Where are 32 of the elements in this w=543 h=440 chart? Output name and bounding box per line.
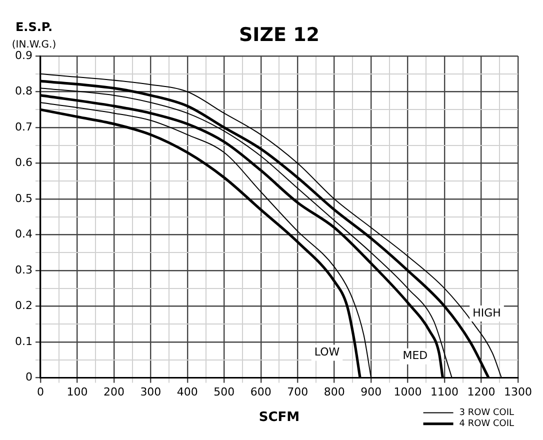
x-tick-label: 200 bbox=[103, 385, 124, 398]
y-tick-label: 0 bbox=[25, 370, 32, 384]
x-tick-label: 1100 bbox=[430, 385, 459, 398]
x-tick-label: 700 bbox=[287, 385, 308, 398]
x-tick-label: 600 bbox=[250, 385, 272, 398]
y-tick-label: 0.9 bbox=[14, 48, 32, 62]
legend-label: 4 ROW COIL bbox=[459, 419, 514, 430]
annotation: LOW bbox=[314, 346, 340, 359]
y-tick-label: 0.4 bbox=[14, 228, 32, 241]
y-tick-label: 0.3 bbox=[14, 263, 32, 276]
x-axis-title: SCFM bbox=[258, 410, 300, 426]
x-tick-label: 400 bbox=[176, 385, 198, 398]
x-tick-label: 0 bbox=[36, 385, 44, 398]
chart-title: SIZE 12 bbox=[238, 24, 320, 46]
y-tick-label: 0.5 bbox=[14, 192, 32, 205]
x-tick-label: 500 bbox=[214, 385, 235, 398]
x-tick-label: 800 bbox=[324, 385, 345, 398]
x-tick-label: 300 bbox=[140, 385, 162, 398]
annotation: HIGH bbox=[472, 306, 501, 320]
y-tick-label: 0.2 bbox=[14, 299, 32, 312]
y-tick-label: 0.1 bbox=[14, 334, 32, 348]
x-tick-label: 900 bbox=[360, 385, 382, 398]
annotation: MED bbox=[402, 349, 428, 362]
y-tick-label: 0.6 bbox=[14, 156, 32, 170]
x-tick-label: 1200 bbox=[467, 385, 496, 398]
x-tick-label: 1300 bbox=[504, 385, 532, 398]
legend-label: 3 ROW COIL bbox=[459, 408, 514, 418]
y-tick-label: 0.7 bbox=[14, 120, 32, 134]
y-tick-label: 0.8 bbox=[14, 84, 32, 98]
y-axis-title: E.S.P. (IN.W.G.) bbox=[12, 20, 56, 51]
x-tick-label: 1000 bbox=[394, 385, 422, 398]
x-tick-label: 100 bbox=[66, 385, 88, 398]
